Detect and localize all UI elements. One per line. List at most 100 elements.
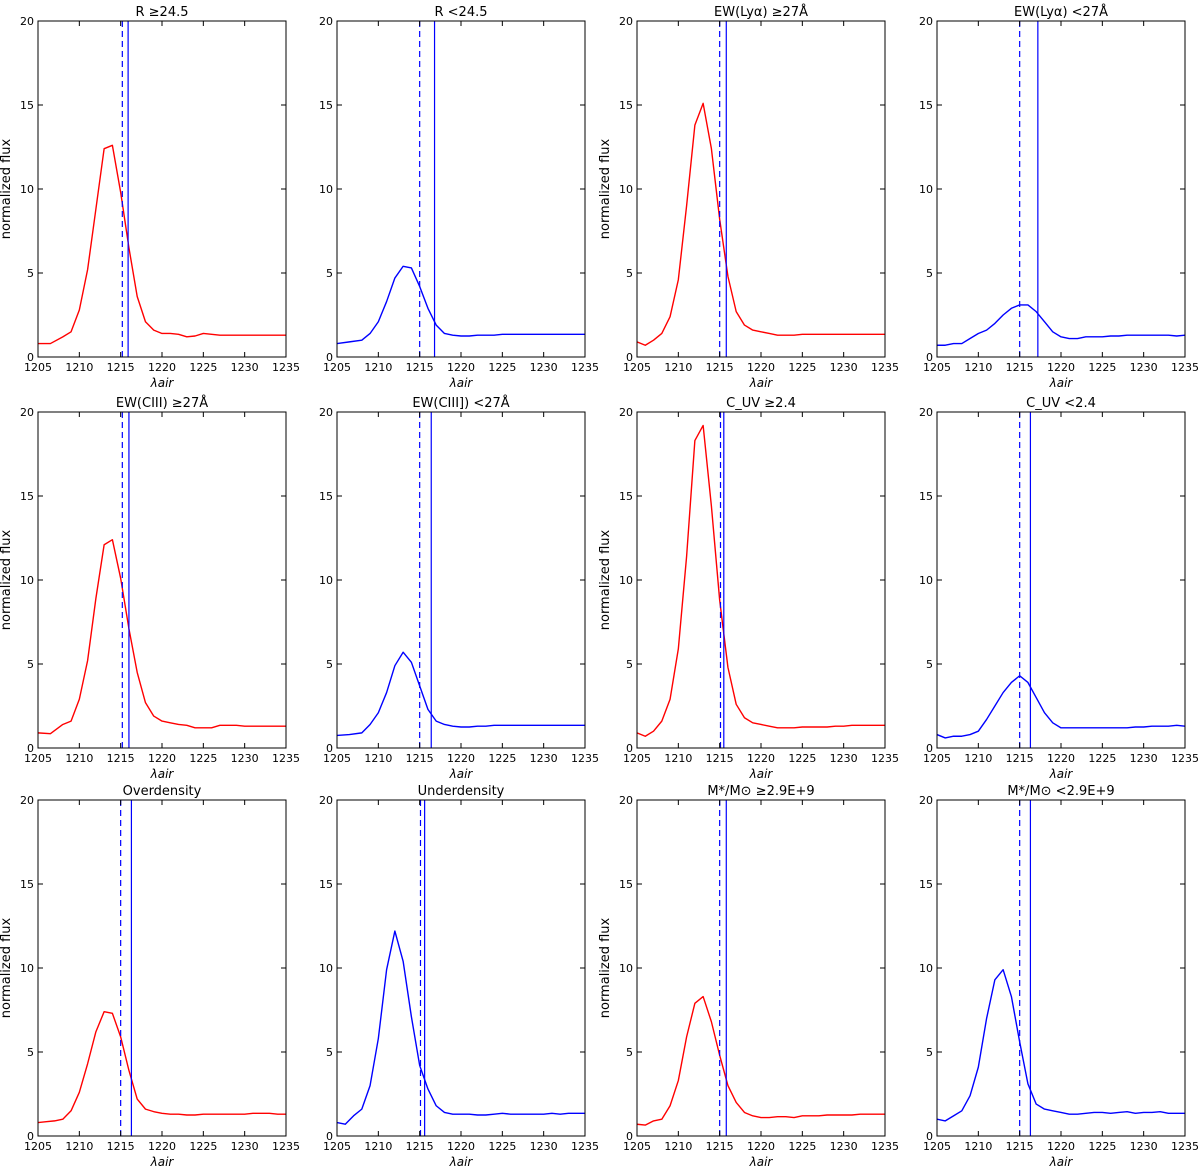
y-tick-label: 20 [319, 794, 333, 807]
x-tick-label: 1235 [871, 752, 899, 765]
chart-panel-10: 1205 1210 1215 1220 1225 1230 1235 0 5 10 15 20 Unde… [319, 784, 599, 1169]
x-tick-label: 1220 [447, 1140, 475, 1153]
x-tick-label: 1220 [148, 752, 176, 765]
y-tick-label: 20 [20, 794, 34, 807]
x-tick-label: 1225 [488, 752, 516, 765]
x-tick-label: 1210 [964, 361, 992, 374]
axes-frame [336, 20, 586, 358]
y-tick-label: 0 [27, 351, 34, 364]
series-line-spectrum [337, 930, 585, 1125]
chart-title: C_UV ≥2.4 [726, 396, 796, 411]
series-line-spectrum [38, 1010, 286, 1124]
x-axis-label: λair [150, 1155, 175, 1169]
x-tick-label: 1210 [664, 361, 692, 374]
y-tick-label: 10 [319, 183, 333, 196]
y-tick-label: 15 [619, 490, 633, 503]
y-tick-label: 15 [319, 490, 333, 503]
y-tick-label: 10 [319, 574, 333, 587]
x-tick-label: 1220 [747, 752, 775, 765]
x-axis-label: λair [749, 376, 774, 390]
chart-title: EW(CIII]) <27Å [412, 395, 509, 411]
y-tick-label: 0 [926, 742, 933, 755]
x-tick-label: 1205 [24, 1140, 52, 1153]
x-tick-label: 1235 [871, 361, 899, 374]
x-tick-label: 1230 [530, 1140, 558, 1153]
x-tick-label: 1230 [231, 752, 259, 765]
y-tick-label: 20 [919, 406, 933, 419]
chart-title: Overdensity [123, 784, 202, 799]
axes-frame [636, 20, 886, 358]
x-tick-label: 1225 [488, 1140, 516, 1153]
x-tick-label: 1235 [1171, 361, 1199, 374]
x-tick-label: 1235 [272, 1140, 300, 1153]
x-tick-label: 1210 [364, 1140, 392, 1153]
x-tick-label: 1205 [323, 1140, 351, 1153]
x-tick-label: 1205 [24, 361, 52, 374]
x-tick-label: 1230 [231, 361, 259, 374]
y-tick-label: 15 [20, 878, 34, 891]
x-tick-label: 1235 [571, 361, 599, 374]
x-tick-label: 1205 [623, 1140, 651, 1153]
y-tick-label: 20 [20, 406, 34, 419]
y-tick-label: 20 [919, 15, 933, 28]
series-line-spectrum [637, 102, 885, 346]
y-tick-label: 20 [619, 794, 633, 807]
x-tick-label: 1220 [747, 1140, 775, 1153]
series-line-spectrum [337, 651, 585, 737]
x-axis-label: λair [449, 1155, 474, 1169]
x-tick-label: 1215 [706, 361, 734, 374]
y-axis-label: normalized flux [598, 917, 613, 1018]
x-tick-label: 1220 [447, 752, 475, 765]
x-tick-label: 1205 [623, 361, 651, 374]
y-axis-label: normalized flux [598, 529, 613, 630]
series-line-spectrum [38, 144, 286, 345]
chart-title: M*/M⊙ ≥2.9E+9 [707, 784, 814, 799]
x-tick-label: 1205 [923, 1140, 951, 1153]
x-axis-label: λair [1049, 376, 1074, 390]
x-tick-label: 1220 [148, 361, 176, 374]
x-tick-label: 1235 [1171, 752, 1199, 765]
x-tick-label: 1225 [1088, 752, 1116, 765]
x-tick-label: 1230 [530, 752, 558, 765]
x-tick-label: 1210 [664, 1140, 692, 1153]
y-tick-label: 5 [326, 658, 333, 671]
y-tick-label: 15 [919, 99, 933, 112]
x-tick-label: 1230 [1130, 361, 1158, 374]
chart-panel-12: 1205 1210 1215 1220 1225 1230 1235 0 5 10 15 20 M*/M… [919, 784, 1199, 1169]
x-tick-label: 1235 [1171, 1140, 1199, 1153]
chart-panel-7: 1205 1210 1215 1220 1225 1230 1235 0 5 10 15 20 C_UV… [598, 396, 899, 781]
x-tick-label: 1225 [1088, 361, 1116, 374]
y-tick-label: 15 [619, 99, 633, 112]
y-tick-label: 0 [926, 1130, 933, 1143]
y-tick-label: 0 [626, 351, 633, 364]
y-tick-label: 5 [926, 658, 933, 671]
x-tick-label: 1215 [406, 361, 434, 374]
series-line-spectrum [937, 968, 1185, 1122]
chart-title: R ≥24.5 [135, 5, 188, 20]
axes-frame [37, 20, 287, 358]
x-tick-label: 1205 [323, 752, 351, 765]
x-tick-label: 1225 [788, 752, 816, 765]
x-tick-label: 1220 [1047, 1140, 1075, 1153]
x-tick-label: 1220 [447, 361, 475, 374]
chart-panel-9: 1205 1210 1215 1220 1225 1230 1235 0 5 10 15 20 Over… [0, 784, 300, 1169]
x-axis-label: λair [1049, 767, 1074, 781]
x-tick-label: 1210 [65, 752, 93, 765]
x-tick-label: 1220 [1047, 361, 1075, 374]
x-tick-label: 1215 [406, 1140, 434, 1153]
x-tick-label: 1210 [65, 1140, 93, 1153]
x-tick-label: 1210 [65, 361, 93, 374]
y-tick-label: 10 [319, 962, 333, 975]
y-tick-label: 10 [619, 962, 633, 975]
x-axis-label: λair [1049, 1155, 1074, 1169]
x-tick-label: 1225 [788, 361, 816, 374]
y-tick-label: 5 [27, 267, 34, 280]
y-tick-label: 5 [27, 1046, 34, 1059]
x-tick-label: 1235 [571, 752, 599, 765]
x-tick-label: 1215 [107, 1140, 135, 1153]
series-line-spectrum [637, 424, 885, 737]
y-tick-label: 10 [20, 962, 34, 975]
x-tick-label: 1225 [189, 361, 217, 374]
x-axis-label: λair [749, 767, 774, 781]
axes-frame [636, 411, 886, 749]
